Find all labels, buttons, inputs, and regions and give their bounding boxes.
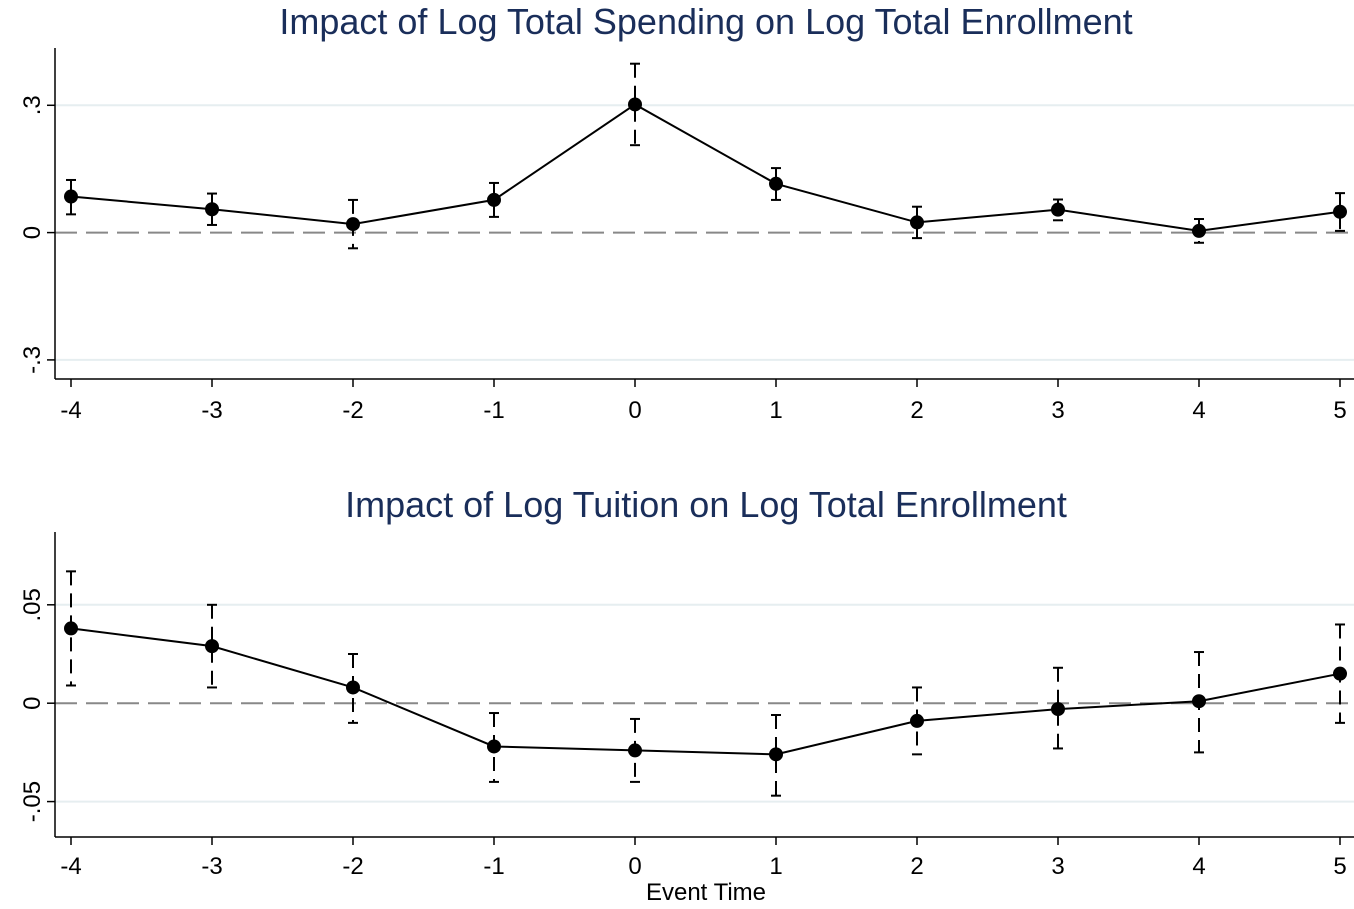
data-point	[1051, 702, 1065, 717]
tuition-panel: Impact of Log Tuition on Log Total Enrol…	[19, 484, 1354, 906]
y-tick-label: .3	[19, 95, 46, 115]
x-tick-label: 5	[1333, 853, 1346, 880]
x-tick-label: -3	[201, 397, 222, 424]
tuition-panel-title: Impact of Log Tuition on Log Total Enrol…	[345, 484, 1067, 525]
y-tick-label: .05	[19, 588, 46, 621]
data-point	[769, 176, 783, 191]
x-tick-label: -1	[483, 397, 504, 424]
data-point	[346, 217, 360, 232]
data-point	[628, 97, 642, 112]
x-tick-label: 0	[628, 853, 641, 880]
data-point	[1192, 694, 1206, 709]
x-tick-label: 1	[769, 397, 782, 424]
x-tick-label: 2	[910, 397, 923, 424]
x-tick-label: 2	[910, 853, 923, 880]
spending-panel-title: Impact of Log Total Spending on Log Tota…	[279, 1, 1132, 42]
data-point	[910, 215, 924, 230]
data-point	[1192, 223, 1206, 238]
x-tick-label: 5	[1333, 397, 1346, 424]
y-tick-label: -.05	[19, 781, 46, 822]
data-point	[910, 713, 924, 728]
x-axis-label: Event Time	[646, 879, 766, 906]
series-line	[70, 627, 1341, 756]
x-tick-label: -2	[342, 853, 363, 880]
data-point	[769, 747, 783, 762]
x-tick-label: -4	[60, 397, 81, 424]
x-tick-label: 3	[1051, 853, 1064, 880]
data-point	[205, 202, 219, 217]
data-point	[1333, 204, 1347, 219]
data-point	[487, 739, 501, 754]
x-tick-label: -3	[201, 853, 222, 880]
x-tick-label: -4	[60, 853, 81, 880]
data-point	[1333, 666, 1347, 681]
data-point	[205, 639, 219, 654]
x-tick-label: 0	[628, 397, 641, 424]
data-point	[487, 192, 501, 207]
x-tick-label: 3	[1051, 397, 1064, 424]
x-tick-label: -1	[483, 853, 504, 880]
data-point	[628, 743, 642, 758]
data-point	[64, 621, 78, 636]
y-tick-label: 0	[19, 697, 46, 710]
y-tick-label: -.3	[19, 346, 46, 374]
x-tick-label: 4	[1192, 853, 1205, 880]
data-point	[346, 680, 360, 695]
spending-panel: Impact of Log Total Spending on Log Tota…	[19, 1, 1354, 424]
data-point	[1051, 202, 1065, 217]
series-line	[70, 103, 1341, 232]
y-tick-label: 0	[19, 226, 46, 239]
x-tick-label: 1	[769, 853, 782, 880]
x-tick-label: -2	[342, 397, 363, 424]
data-point	[64, 189, 78, 204]
x-tick-label: 4	[1192, 397, 1205, 424]
